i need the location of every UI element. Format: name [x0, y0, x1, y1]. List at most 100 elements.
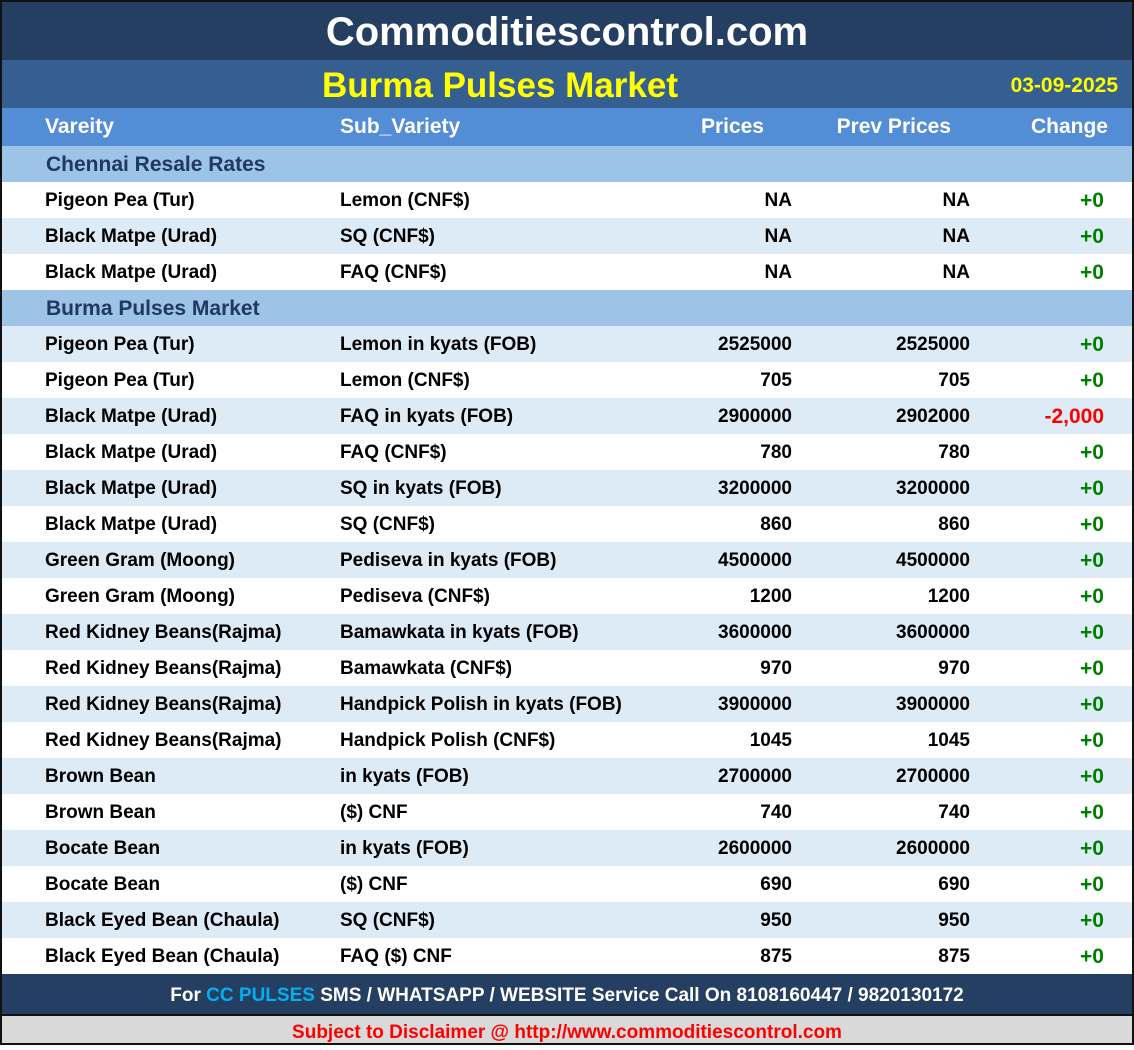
cell-sub-variety: SQ (CNF$): [340, 226, 435, 247]
cell-price: 3600000: [718, 622, 792, 643]
cell-prev-price: 780: [938, 442, 970, 463]
cell-prev-price: 4500000: [896, 550, 970, 571]
cell-variety: Black Matpe (Urad): [45, 442, 218, 463]
cell-variety: Black Matpe (Urad): [45, 478, 218, 499]
cell-variety: Black Matpe (Urad): [45, 406, 218, 427]
cell-prev-price: 860: [938, 514, 970, 535]
title-bar: Burma Pulses Market 03-09-2025: [0, 60, 1134, 108]
cell-variety: Black Eyed Bean (Chaula): [45, 910, 280, 931]
section-header: Chennai Resale Rates: [0, 146, 1134, 182]
cell-change: +0: [1080, 837, 1104, 860]
cell-price: 970: [760, 658, 792, 679]
cell-change: +0: [1080, 657, 1104, 680]
cell-price: 740: [760, 802, 792, 823]
disclaimer-link[interactable]: Subject to Disclaimer @ http://www.commo…: [0, 1014, 1134, 1045]
cell-price: 860: [760, 514, 792, 535]
price-table: Chennai Resale Rates Pigeon Pea (Tur) Lemo…: [0, 146, 1134, 974]
cell-variety: Bocate Bean: [45, 874, 161, 895]
cell-change: +0: [1080, 225, 1104, 248]
cell-variety: Brown Bean: [45, 802, 156, 823]
cell-variety: Red Kidney Beans(Rajma): [45, 658, 282, 679]
cell-price: 3200000: [718, 478, 792, 499]
cell-sub-variety: Pediseva in kyats (FOB): [340, 550, 557, 571]
column-header-row: Vareity Sub_Variety Prices Prev Prices C…: [0, 108, 1134, 146]
cell-sub-variety: Bamawkata in kyats (FOB): [340, 622, 579, 643]
cell-change: +0: [1080, 621, 1104, 644]
section-title: Chennai Resale Rates: [46, 153, 266, 176]
table-row: Red Kidney Beans(Rajma) Handpick Polish (…: [0, 722, 1134, 758]
cell-change: +0: [1080, 513, 1104, 536]
table-row: Pigeon Pea (Tur) Lemon in kyats (FOB) 2525…: [0, 326, 1134, 362]
cell-change: +0: [1080, 261, 1104, 284]
cell-prev-price: 950: [938, 910, 970, 931]
footer-highlight: CC PULSES: [206, 985, 315, 1006]
cell-variety: Red Kidney Beans(Rajma): [45, 694, 282, 715]
cell-prev-price: NA: [942, 262, 970, 283]
table-row: Pigeon Pea (Tur) Lemon (CNF$) NA NA +0: [0, 182, 1134, 218]
table-row: Black Matpe (Urad) SQ in kyats (FOB) 32000…: [0, 470, 1134, 506]
cell-price: 2525000: [718, 334, 792, 355]
cell-change: +0: [1080, 333, 1104, 356]
cell-prev-price: 3600000: [896, 622, 970, 643]
section-title: Burma Pulses Market: [46, 297, 260, 320]
cell-sub-variety: ($) CNF: [340, 802, 408, 823]
cell-price: 3900000: [718, 694, 792, 715]
cell-sub-variety: Bamawkata (CNF$): [340, 658, 513, 679]
table-row: Bocate Bean ($) CNF 690 690 +0: [0, 866, 1134, 902]
cell-change: +0: [1080, 801, 1104, 824]
cell-variety: Black Matpe (Urad): [45, 226, 218, 247]
cell-change: +0: [1080, 729, 1104, 752]
cell-prev-price: 2700000: [896, 766, 970, 787]
cell-prev-price: 2902000: [896, 406, 970, 427]
column-header-sub-variety: Sub_Variety: [340, 115, 461, 138]
cell-change: +0: [1080, 873, 1104, 896]
cell-prev-price: 3200000: [896, 478, 970, 499]
table-row: Black Matpe (Urad) FAQ in kyats (FOB) 2900…: [0, 398, 1134, 434]
cell-variety: Pigeon Pea (Tur): [45, 190, 195, 211]
section-header: Burma Pulses Market: [0, 290, 1134, 326]
cell-sub-variety: FAQ ($) CNF: [340, 946, 452, 967]
table-row: Red Kidney Beans(Rajma) Bamawkata in kyat…: [0, 614, 1134, 650]
cell-price: NA: [764, 226, 792, 247]
cell-change: +0: [1080, 765, 1104, 788]
column-header-prices: Prices: [700, 115, 764, 138]
table-row: Black Eyed Bean (Chaula) SQ (CNF$) 950 950 +…: [0, 902, 1134, 938]
cell-sub-variety: Lemon in kyats (FOB): [340, 334, 537, 355]
cell-variety: Pigeon Pea (Tur): [45, 334, 195, 355]
cell-variety: Black Matpe (Urad): [45, 262, 218, 283]
cell-prev-price: 1045: [927, 730, 970, 751]
cell-change: +0: [1080, 477, 1104, 500]
cell-variety: Red Kidney Beans(Rajma): [45, 622, 282, 643]
table-row: Black Matpe (Urad) SQ (CNF$) 860 860 +0: [0, 506, 1134, 542]
cell-sub-variety: SQ (CNF$): [340, 514, 435, 535]
cell-prev-price: 3900000: [896, 694, 970, 715]
cell-variety: Pigeon Pea (Tur): [45, 370, 195, 391]
cell-prev-price: 690: [938, 874, 970, 895]
table-row: Green Gram (Moong) Pediseva (CNF$) 1200 120…: [0, 578, 1134, 614]
table-row: Black Matpe (Urad) SQ (CNF$) NA NA +0: [0, 218, 1134, 254]
cell-price: 780: [760, 442, 792, 463]
cell-sub-variety: in kyats (FOB): [340, 838, 469, 859]
table-row: Brown Bean ($) CNF 740 740 +0: [0, 794, 1134, 830]
cell-price: 1200: [749, 586, 792, 607]
cell-sub-variety: SQ (CNF$): [340, 910, 435, 931]
footer-service-banner: For CC PULSES SMS / WHATSAPP / WEBSITE S…: [0, 974, 1134, 1014]
table-row: Black Eyed Bean (Chaula) FAQ ($) CNF 875 87…: [0, 938, 1134, 974]
cell-prev-price: 740: [938, 802, 970, 823]
cell-sub-variety: Lemon (CNF$): [340, 370, 470, 391]
column-header-change: Change: [1030, 115, 1108, 138]
cell-sub-variety: FAQ in kyats (FOB): [340, 406, 514, 427]
cell-sub-variety: Handpick Polish (CNF$): [340, 730, 556, 751]
cell-change: +0: [1080, 909, 1104, 932]
table-row: Black Matpe (Urad) FAQ (CNF$) 780 780 +0: [0, 434, 1134, 470]
footer-prefix: For: [170, 985, 207, 1006]
cell-variety: Red Kidney Beans(Rajma): [45, 730, 282, 751]
cell-sub-variety: Lemon (CNF$): [340, 190, 470, 211]
cell-change: +0: [1080, 549, 1104, 572]
cell-price: 2700000: [718, 766, 792, 787]
cell-variety: Black Matpe (Urad): [45, 514, 218, 535]
cell-prev-price: 875: [938, 946, 970, 967]
cell-prev-price: 705: [938, 370, 970, 391]
cell-price: 2600000: [718, 838, 792, 859]
